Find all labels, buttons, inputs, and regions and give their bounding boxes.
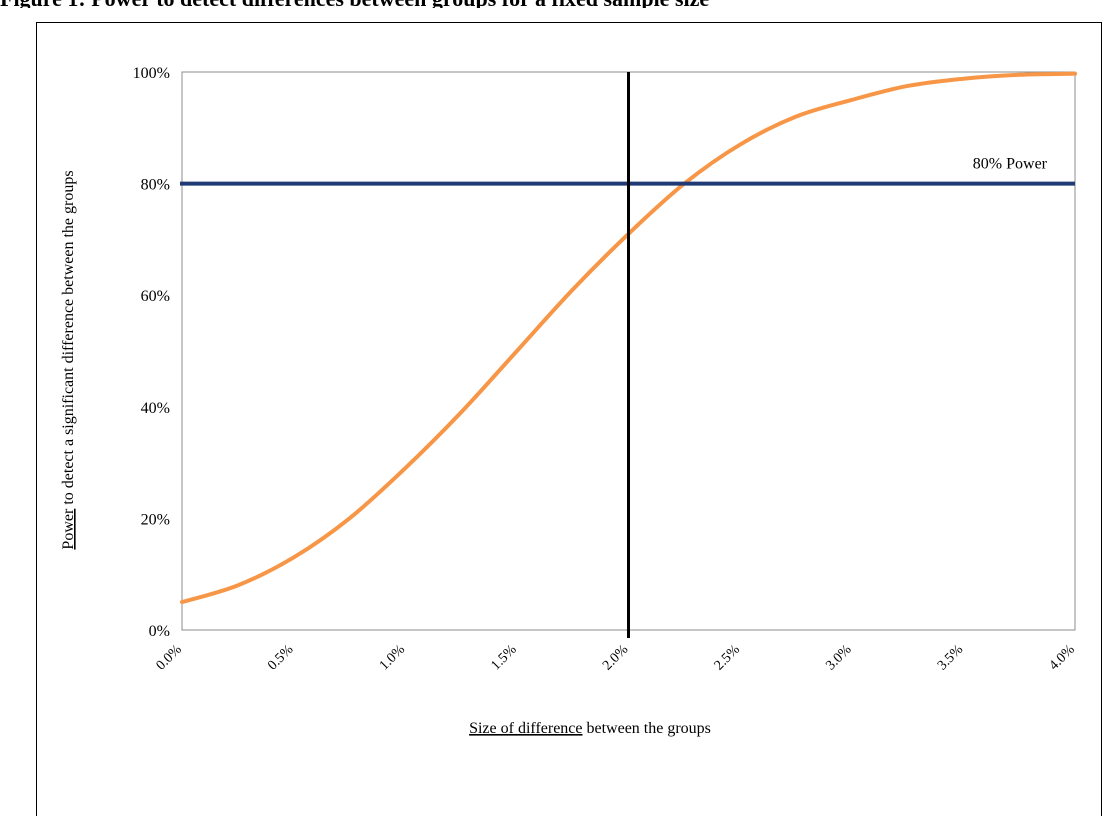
x-tick-labels: 0.0% 0.5% 1.0% 1.5% 2.0% 2.5% 3.0% 3.5% 4.0% [154, 642, 1078, 673]
x-axis-title-rest: between the groups [583, 720, 711, 737]
power-curve-line [180, 71, 1077, 605]
y-axis-title-underlined: Power [60, 508, 77, 550]
x-axis-title: Size of difference between the groups [469, 720, 711, 737]
x-tick-label: 3.0% [823, 642, 854, 673]
series-layer [180, 71, 1077, 605]
power-80-label: 80% Power [973, 156, 1048, 173]
reference-lines: 80% Power [180, 72, 1075, 638]
x-tick-label: 1.5% [488, 642, 519, 673]
y-axis-title-rest: to detect a significant difference betwe… [60, 170, 77, 508]
y-tick-label: 80% [141, 177, 170, 194]
y-tick-label: 100% [133, 65, 170, 82]
x-tick-label: 2.5% [712, 642, 743, 673]
y-tick-label: 20% [141, 511, 170, 528]
y-tick-label: 60% [141, 288, 170, 305]
y-tick-label: 40% [141, 400, 170, 417]
x-axis-title-underlined: Size of difference [469, 720, 582, 737]
x-tick-label: 0.0% [154, 642, 185, 673]
x-tick-label: 2.0% [600, 642, 631, 673]
x-tick-label: 0.5% [265, 642, 296, 673]
x-tick-label: 3.5% [935, 642, 966, 673]
y-axis-title: Power to detect a significant difference… [60, 170, 77, 549]
x-tick-label: 1.0% [377, 642, 408, 673]
y-tick-labels: 0% 20% 40% 60% 80% 100% [133, 65, 170, 640]
y-tick-label: 0% [149, 623, 170, 640]
x-tick-label: 4.0% [1047, 642, 1078, 673]
figure-caption: Figure 1: Power to detect differences be… [0, 0, 1104, 8]
chart-frame [36, 22, 1102, 816]
